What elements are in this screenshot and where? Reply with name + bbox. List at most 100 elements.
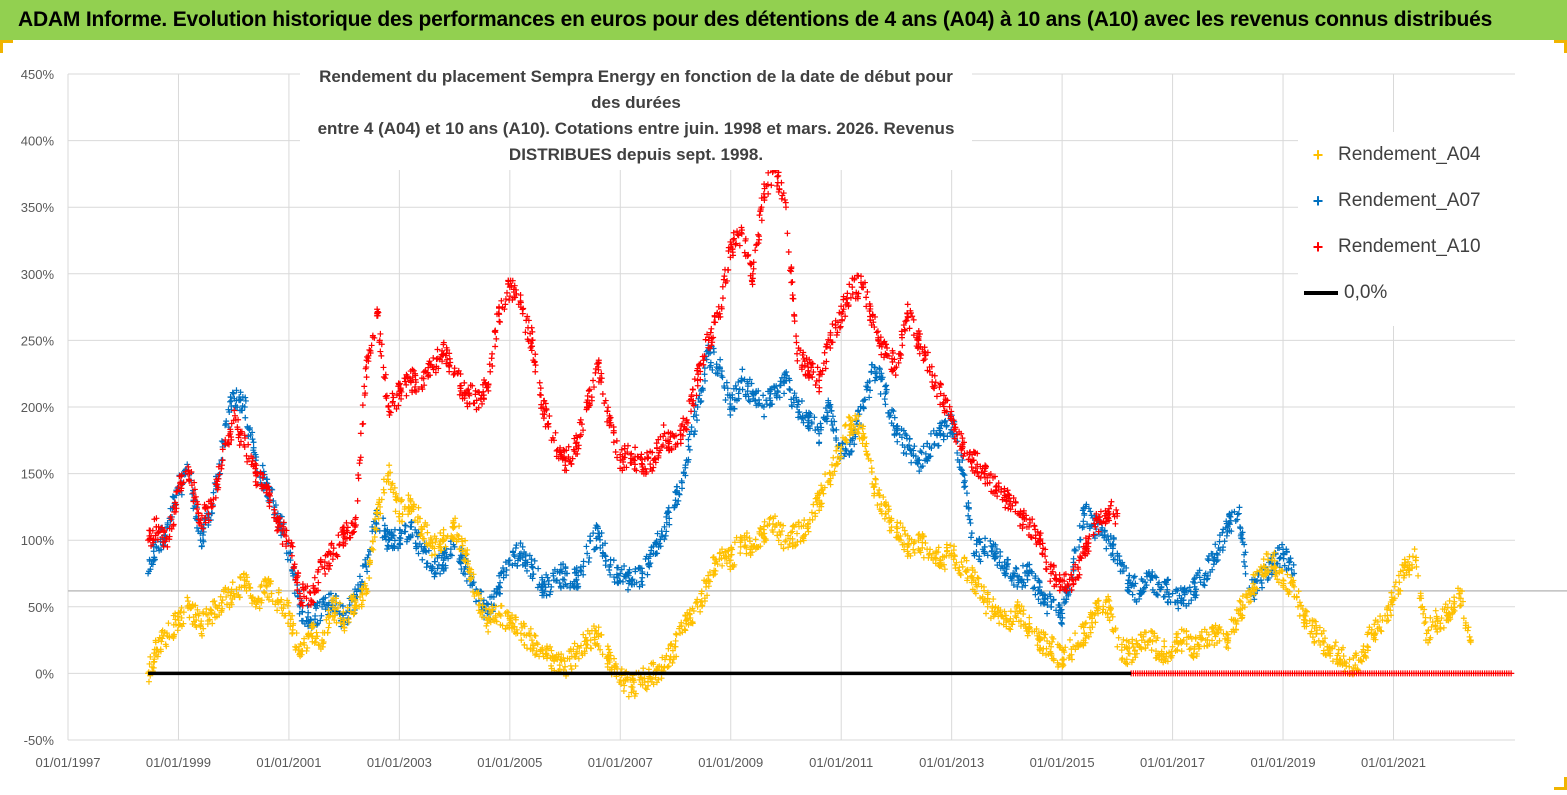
scatter-point-Rendement_A07 xyxy=(419,557,425,563)
scatter-point-Rendement_A04 xyxy=(822,471,828,477)
scatter-point-Rendement_A10 xyxy=(537,380,543,386)
scatter-point-Rendement_A10 xyxy=(202,505,208,511)
scatter-point-Rendement_A07 xyxy=(702,365,708,371)
scatter-point-Rendement_A04 xyxy=(640,665,646,671)
scatter-point-Rendement_A07 xyxy=(425,560,431,566)
scatter-point-Rendement_A10 xyxy=(350,529,356,535)
scatter-point-Rendement_A10 xyxy=(816,385,822,391)
scatter-point-Rendement_A04 xyxy=(996,620,1002,626)
x-tick-label: 01/01/1999 xyxy=(146,755,211,770)
scatter-point-Rendement_A07 xyxy=(739,366,745,372)
data-point-Rendement_A10 xyxy=(220,457,226,463)
scatter-point-Rendement_A10 xyxy=(382,375,388,381)
scatter-point-Rendement_A04 xyxy=(747,538,753,544)
scatter-point-Rendement_A10 xyxy=(357,460,363,466)
scatter-point-Rendement_A07 xyxy=(436,562,442,568)
scatter-point-Rendement_A07 xyxy=(894,439,900,445)
data-point-Rendement_A07 xyxy=(231,391,237,397)
scatter-point-Rendement_A07 xyxy=(543,572,549,578)
scatter-point-Rendement_A10 xyxy=(378,353,384,359)
scatter-point-Rendement_A04 xyxy=(863,441,869,447)
scatter-point-Rendement_A10 xyxy=(493,336,499,342)
scatter-point-Rendement_A04 xyxy=(456,523,462,529)
scatter-point-Rendement_A04 xyxy=(843,422,849,428)
scatter-point-Rendement_A10 xyxy=(625,443,631,449)
scatter-point-Rendement_A04 xyxy=(1385,617,1391,623)
scatter-point-Rendement_A10 xyxy=(545,421,551,427)
scatter-point-Rendement_A07 xyxy=(738,378,744,384)
scatter-point-Rendement_A04 xyxy=(621,683,627,689)
scatter-point-Rendement_A04 xyxy=(703,584,709,590)
scatter-point-Rendement_A04 xyxy=(441,527,447,533)
scatter-point-Rendement_A10 xyxy=(661,422,667,428)
scatter-point-Rendement_A07 xyxy=(1059,621,1065,627)
scatter-point-Rendement_A04 xyxy=(1107,604,1113,610)
scatter-point-Rendement_A10 xyxy=(692,376,698,382)
scatter-point-Rendement_A07 xyxy=(954,438,960,444)
x-tick-label: 01/01/2011 xyxy=(809,755,873,770)
scatter-point-Rendement_A07 xyxy=(761,414,767,420)
scatter-point-Rendement_A07 xyxy=(1165,599,1171,605)
scatter-point-Rendement_A07 xyxy=(727,412,733,418)
scatter-point-Rendement_A07 xyxy=(513,545,519,551)
scatter-point-Rendement_A07 xyxy=(968,534,974,540)
scatter-point-Rendement_A07 xyxy=(1241,559,1247,565)
scatter-point-Rendement_A10 xyxy=(574,451,580,457)
scatter-point-Rendement_A10 xyxy=(598,371,604,377)
scatter-point-Rendement_A10 xyxy=(532,351,538,357)
scatter-point-Rendement_A10 xyxy=(386,403,392,409)
scatter-point-Rendement_A10 xyxy=(336,542,342,548)
scatter-point-Rendement_A10 xyxy=(774,174,780,180)
scatter-point-Rendement_A07 xyxy=(882,401,888,407)
x-tick-label: 01/01/2005 xyxy=(477,755,542,770)
scatter-point-Rendement_A10 xyxy=(364,374,370,380)
scatter-point-Rendement_A10 xyxy=(447,356,453,362)
scatter-point-Rendement_A07 xyxy=(685,436,691,442)
y-tick-label: 350% xyxy=(21,200,55,215)
scatter-point-Rendement_A07 xyxy=(593,522,599,528)
scatter-point-Rendement_A04 xyxy=(416,505,422,511)
scatter-point-Rendement_A04 xyxy=(588,645,594,651)
scatter-point-Rendement_A04 xyxy=(1072,630,1078,636)
scatter-point-Rendement_A10 xyxy=(614,455,620,461)
scatter-point-Rendement_A07 xyxy=(437,571,443,577)
y-tick-label: 150% xyxy=(21,467,55,482)
scatter-point-Rendement_A04 xyxy=(585,642,591,648)
x-tick-label: 01/01/2003 xyxy=(367,755,432,770)
scatter-point-Rendement_A04 xyxy=(326,625,332,631)
x-tick-label: 01/01/2007 xyxy=(588,755,653,770)
scatter-point-Rendement_A04 xyxy=(621,688,627,694)
scatter-point-Rendement_A04 xyxy=(1333,639,1339,645)
scatter-point-Rendement_A07 xyxy=(547,591,553,597)
banner-title: ADAM Informe. Evolution historique des p… xyxy=(18,8,1492,32)
scatter-point-Rendement_A04 xyxy=(289,631,295,637)
scatter-point-Rendement_A04 xyxy=(630,684,636,690)
scatter-point-Rendement_A04 xyxy=(856,430,862,436)
scatter-point-Rendement_A07 xyxy=(719,374,725,380)
scatter-point-Rendement_A10 xyxy=(794,358,800,364)
scatter-point-Rendement_A10 xyxy=(813,382,819,388)
scatter-point-Rendement_A10 xyxy=(355,498,361,504)
scatter-point-Rendement_A07 xyxy=(687,447,693,453)
scatter-point-Rendement_A07 xyxy=(545,575,551,581)
data-point-Rendement_A04 xyxy=(562,664,568,670)
scatter-point-Rendement_A07 xyxy=(675,498,681,504)
scatter-point-Rendement_A10 xyxy=(518,292,524,298)
scatter-point-Rendement_A04 xyxy=(1261,556,1267,562)
scatter-point-Rendement_A07 xyxy=(1044,611,1050,617)
scatter-point-Rendement_A07 xyxy=(560,576,566,582)
scatter-point-Rendement_A10 xyxy=(827,345,833,351)
scatter-point-Rendement_A10 xyxy=(430,355,436,361)
scatter-point-Rendement_A07 xyxy=(1205,556,1211,562)
scatter-point-Rendement_A10 xyxy=(790,292,796,298)
data-point-Rendement_A10 xyxy=(794,351,800,357)
scatter-point-Rendement_A07 xyxy=(1073,548,1079,554)
scatter-point-Rendement_A10 xyxy=(487,369,493,375)
scatter-point-Rendement_A10 xyxy=(312,575,318,581)
y-tick-label: 200% xyxy=(21,400,55,415)
scatter-point-Rendement_A10 xyxy=(590,378,596,384)
scatter-point-Rendement_A07 xyxy=(1111,536,1117,542)
scatter-point-Rendement_A10 xyxy=(497,319,503,325)
scatter-point-Rendement_A10 xyxy=(471,400,477,406)
scatter-point-Rendement_A07 xyxy=(397,527,403,533)
